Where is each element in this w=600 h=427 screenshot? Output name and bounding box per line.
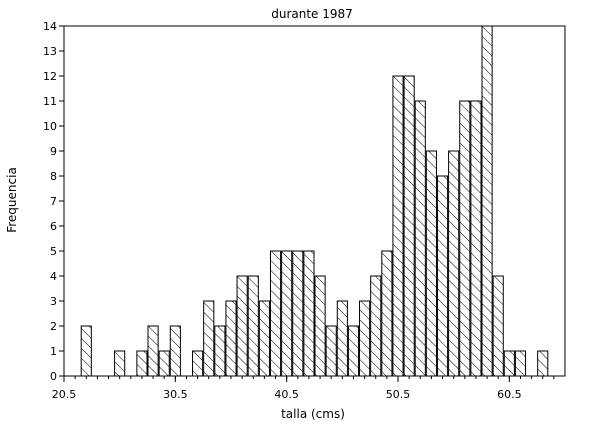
histogram-bar-14 (281, 250, 293, 377)
histogram-bar-4 (158, 350, 170, 377)
y-tick-label: 13 (43, 45, 57, 58)
y-tick-label: 0 (50, 370, 57, 383)
x-tick-label: 20.5 (52, 388, 77, 401)
histogram-bar-31 (470, 100, 482, 377)
x-axis-ticks: 20.5 30.5 40.5 50.5 60.5 (52, 376, 555, 401)
y-tick-label: 7 (50, 195, 57, 208)
histogram-bar-0 (80, 325, 92, 377)
y-tick-label: 12 (43, 70, 57, 83)
histogram-bar-23 (381, 250, 393, 377)
histogram-bar-17 (314, 275, 326, 377)
histogram-bar-28 (436, 175, 449, 377)
y-tick-label: 9 (50, 145, 57, 158)
histogram-bar-1 (114, 350, 126, 377)
histogram-bar-6 (192, 350, 204, 377)
x-tick-label: 40.5 (274, 388, 299, 401)
y-tick-label: 3 (50, 295, 57, 308)
histogram-bar-3 (147, 325, 159, 377)
y-tick-label: 2 (50, 320, 57, 333)
histogram-bar-33 (492, 275, 504, 377)
y-tick-label: 1 (50, 345, 57, 358)
y-axis-label: Frequencia (5, 167, 19, 233)
histogram-bar-18 (325, 325, 337, 377)
plot-frame (63, 25, 566, 377)
histogram-bar-11 (247, 275, 259, 377)
histogram-bar-24 (392, 75, 404, 377)
y-tick-label: 10 (43, 120, 57, 133)
histogram-bar-9 (225, 300, 237, 377)
y-tick-label: 4 (50, 270, 57, 283)
y-tick-label: 8 (50, 170, 57, 183)
histogram-bar-10 (236, 275, 248, 377)
histogram-bar-27 (425, 150, 437, 377)
histogram-bar-8 (214, 325, 226, 377)
histogram-bar-20 (347, 325, 360, 377)
histogram-bar-26 (414, 100, 426, 377)
histogram-bar-7 (203, 300, 215, 377)
histogram-bar-36 (537, 350, 549, 377)
y-tick-label: 5 (50, 245, 57, 258)
y-tick-label: 11 (43, 95, 57, 108)
histogram-bar-19 (336, 300, 348, 377)
histogram-bar-15 (292, 250, 304, 377)
x-tick-label: 60.5 (497, 388, 522, 401)
histogram-bar-22 (370, 275, 382, 377)
histogram-bar-5 (169, 325, 181, 377)
y-tick-label: 6 (50, 220, 57, 233)
histogram-bar-21 (359, 300, 371, 377)
y-tick-label: 14 (43, 20, 57, 33)
x-tick-label: 30.5 (163, 388, 188, 401)
histogram-bar-29 (448, 150, 460, 377)
histogram-bar-35 (514, 350, 527, 377)
histogram-bar-2 (136, 350, 148, 377)
x-axis-label: talla (cms) (281, 407, 345, 421)
histogram-bar-34 (503, 350, 515, 377)
histogram-bar-12 (258, 300, 270, 377)
chart-title: durante 1987 (271, 7, 353, 21)
histogram-bar-32 (481, 25, 493, 377)
histogram-bar-25 (403, 75, 415, 377)
histogram-bar-13 (269, 250, 282, 377)
histogram-bar-16 (303, 250, 315, 377)
histogram-bar-30 (459, 100, 471, 377)
x-tick-label: 50.5 (386, 388, 411, 401)
bars-group (80, 25, 549, 377)
